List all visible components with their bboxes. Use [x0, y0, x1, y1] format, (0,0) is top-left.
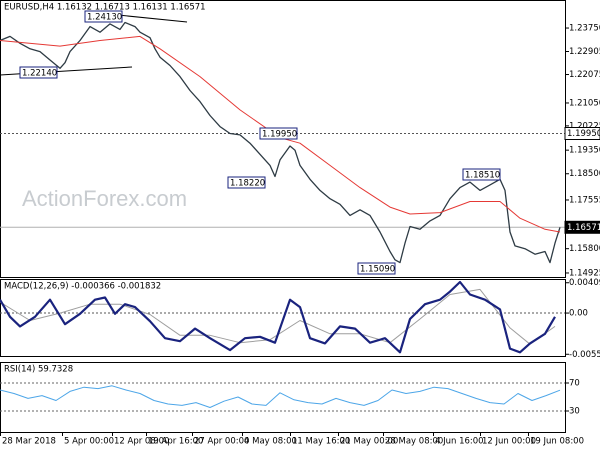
annotation-box — [259, 127, 298, 140]
x-tick-label: 5 Apr 00:00 — [64, 437, 114, 447]
panel-frame — [0, 362, 566, 433]
x-tick-label: 11 May 16:00 — [292, 437, 350, 447]
x-tick-label: 12 Apr 08:00 — [114, 437, 169, 447]
annotation: 1.22140 — [22, 69, 57, 79]
price-label-box — [564, 127, 600, 141]
annotation: 1.18510 — [465, 171, 500, 181]
annotation: 1.18220 — [230, 179, 265, 189]
series-line — [0, 280, 556, 354]
x-tick-label: 28 May 08:00 — [385, 437, 443, 447]
y-tick-label: 1.14925 — [569, 268, 600, 278]
y-tick-label: 1.22905 — [569, 47, 600, 57]
y-tick-label: 1.17555 — [569, 195, 600, 205]
y-tick-label: 30 — [569, 407, 580, 417]
y-tick-label: 0.004094 — [569, 278, 600, 288]
panel-frame — [0, 279, 566, 357]
series-line — [0, 385, 561, 408]
x-tick-label: 12 Jun 00:00 — [482, 437, 536, 447]
annotation-box — [462, 168, 501, 181]
x-tick-label: 28 Mar 2018 — [2, 437, 56, 447]
y-tick-label: 70 — [569, 379, 580, 389]
panel-title: RSI(14) 59.7328 — [4, 365, 73, 375]
annotation-box — [19, 66, 58, 79]
x-tick-label: 27 Apr 00:00 — [194, 437, 249, 447]
panel-title: EURUSD,H4 1.16132 1.16713 1.16131 1.1657… — [4, 3, 206, 13]
series-line — [0, 21, 561, 264]
price-label-box — [564, 220, 600, 234]
annotation: 1.24130 — [87, 13, 122, 23]
price-label: 1.19950 — [567, 129, 600, 139]
x-tick-label: 21 May 00:00 — [340, 437, 398, 447]
annotation-box — [357, 262, 396, 275]
y-tick-label: -0.005566 — [569, 350, 600, 360]
y-tick-label: 1.23750 — [569, 24, 600, 34]
watermark: ActionForex.com — [22, 186, 187, 211]
annotation-box — [84, 10, 123, 23]
y-tick-label: 1.15800 — [569, 244, 600, 254]
annotation-box — [227, 176, 266, 189]
series-line — [0, 35, 561, 233]
panel-title: MACD(12,26,9) -0.000366 -0.001832 — [4, 282, 161, 292]
series-line — [0, 288, 556, 345]
annotation: 1.15090 — [360, 265, 395, 275]
y-tick-label: 1.19350 — [569, 146, 600, 156]
x-tick-label: 19 Apr 16:00 — [148, 437, 203, 447]
y-tick-label: 0.00 — [569, 309, 588, 319]
y-tick-label: 1.22075 — [569, 70, 600, 80]
y-tick-label: 1.18500 — [569, 169, 600, 179]
y-tick-label: 1.20225 — [569, 121, 600, 131]
price-label: 1.16571 — [567, 223, 600, 233]
y-tick-label: 1.21050 — [569, 98, 600, 108]
x-tick-label: 19 Jun 08:00 — [530, 437, 584, 447]
annotation: 1.19950 — [262, 130, 297, 140]
x-tick-label: 4 May 08:00 — [244, 437, 297, 447]
x-tick-label: 4 Jun 16:00 — [435, 437, 484, 447]
